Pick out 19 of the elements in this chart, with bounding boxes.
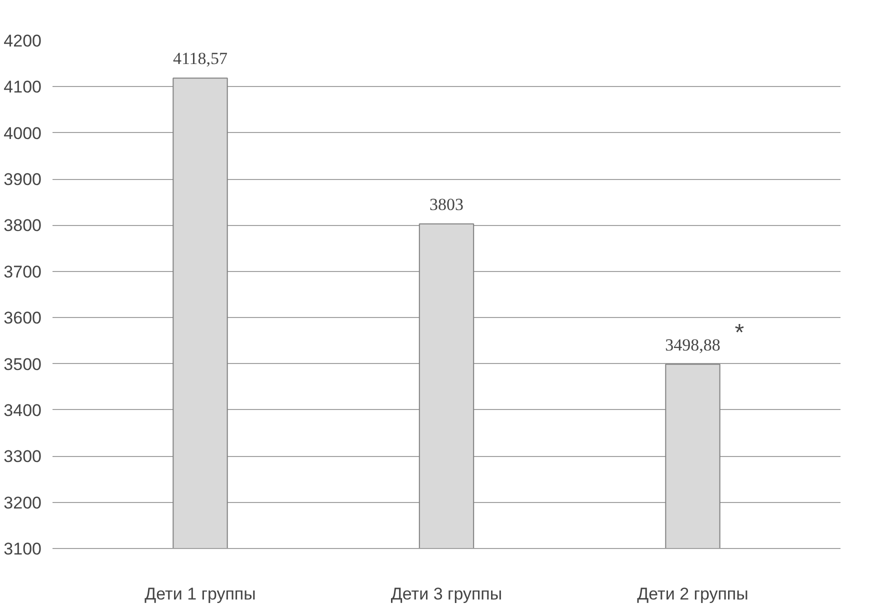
x-tick-label: Дети 1 группы xyxy=(144,584,256,604)
x-tick-label: Дети 2 группы xyxy=(637,584,748,604)
y-tick-label: 4000 xyxy=(4,124,42,143)
data-label: 4118,57 xyxy=(172,49,228,68)
y-tick-label: 3100 xyxy=(4,540,42,558)
y-tick-label: 3600 xyxy=(4,308,42,328)
y-tick-label: 3200 xyxy=(4,493,42,512)
data-label: 3498,88 xyxy=(665,335,720,354)
y-tick-label: 4200 xyxy=(4,32,42,50)
y-tick-label: 3400 xyxy=(4,400,42,420)
y-tick-label: 3700 xyxy=(4,262,42,282)
y-tick-label: 4100 xyxy=(4,78,42,97)
y-tick-label: 3300 xyxy=(4,447,42,466)
y-tick-label: 3900 xyxy=(4,170,42,190)
annotation: * xyxy=(734,319,744,346)
y-tick-label: 3800 xyxy=(4,216,42,236)
y-tick-label: 3500 xyxy=(4,354,42,374)
data-label: 3803 xyxy=(430,194,464,214)
x-tick-label: Дети 3 группы xyxy=(390,584,502,604)
